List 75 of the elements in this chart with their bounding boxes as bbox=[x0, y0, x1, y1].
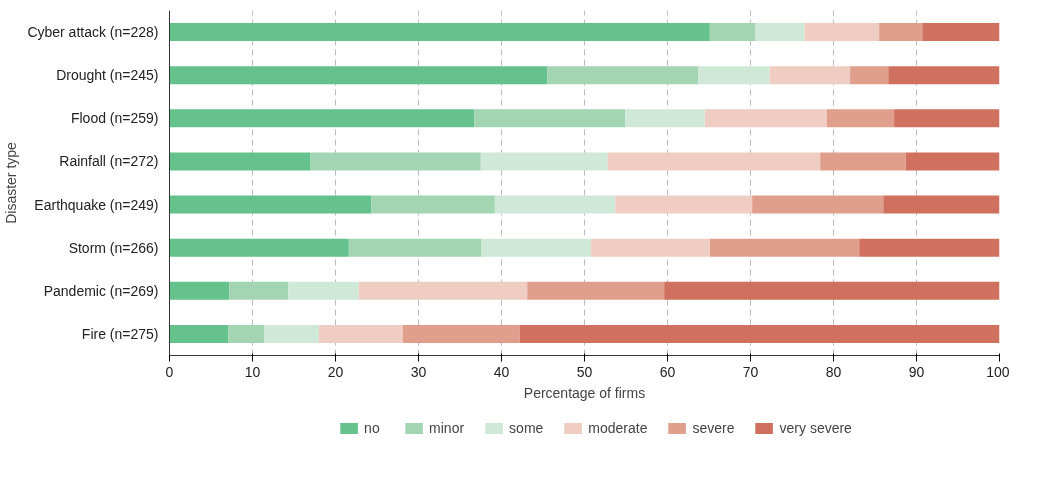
legend-label: very severe bbox=[779, 420, 852, 436]
legend-label: moderate bbox=[588, 420, 648, 436]
bar bbox=[527, 281, 665, 300]
x-axis-title: Percentage of firms bbox=[523, 384, 646, 401]
bar bbox=[709, 238, 860, 257]
bar bbox=[371, 195, 495, 214]
x-tick-label: 80 bbox=[825, 363, 842, 380]
bar bbox=[769, 66, 851, 85]
y-tick-label: Pandemic (n=269) bbox=[43, 282, 159, 299]
bar bbox=[755, 23, 805, 42]
bar bbox=[752, 195, 884, 214]
x-tick-label: 0 bbox=[165, 363, 174, 380]
bar bbox=[826, 109, 895, 128]
x-tick-label: 50 bbox=[576, 363, 593, 380]
x-tick-label: 60 bbox=[659, 363, 676, 380]
x-tick-label: 90 bbox=[908, 363, 925, 380]
legend-label: some bbox=[509, 420, 544, 436]
bar bbox=[288, 281, 359, 300]
bar bbox=[264, 324, 319, 343]
x-tick-label: 100 bbox=[986, 363, 1010, 380]
bar bbox=[229, 281, 289, 300]
legend-label: no bbox=[364, 420, 381, 436]
bar bbox=[358, 281, 528, 300]
bar bbox=[922, 23, 1000, 42]
x-tick-label: 30 bbox=[410, 363, 427, 380]
bar bbox=[169, 281, 230, 300]
y-tick-label: Rainfall (n=272) bbox=[59, 153, 159, 170]
y-tick-label: Fire (n=275) bbox=[81, 325, 159, 342]
bar bbox=[894, 109, 1000, 128]
bar bbox=[169, 324, 229, 343]
bar bbox=[494, 195, 616, 214]
bar bbox=[883, 195, 1000, 214]
y-tick-label: Storm (n=266) bbox=[68, 239, 159, 256]
bar bbox=[704, 109, 827, 128]
bar bbox=[474, 109, 626, 128]
bar bbox=[318, 324, 403, 343]
x-tick-label: 10 bbox=[244, 363, 261, 380]
bar bbox=[402, 324, 520, 343]
bar bbox=[698, 66, 770, 85]
legend-label: minor bbox=[429, 420, 465, 436]
bar bbox=[820, 152, 906, 171]
bar bbox=[804, 23, 880, 42]
bar bbox=[879, 23, 923, 42]
bar bbox=[615, 195, 753, 214]
bar bbox=[859, 238, 1000, 257]
bar bbox=[169, 23, 710, 42]
bar bbox=[169, 238, 349, 257]
bar bbox=[169, 66, 548, 85]
bar bbox=[348, 238, 482, 257]
bar bbox=[519, 324, 1000, 343]
bar bbox=[310, 152, 481, 171]
legend-label: severe bbox=[692, 420, 735, 436]
bar bbox=[481, 238, 592, 257]
y-tick-label: Cyber attack (n=228) bbox=[27, 24, 159, 41]
bar bbox=[169, 109, 475, 128]
y-tick-label: Drought (n=245) bbox=[56, 67, 159, 84]
y-tick-label: Earthquake (n=249) bbox=[34, 196, 159, 213]
x-tick-label: 40 bbox=[493, 363, 510, 380]
x-tick-label: 70 bbox=[742, 363, 759, 380]
bar bbox=[169, 152, 311, 171]
y-axis-title: Disaster type bbox=[3, 141, 20, 224]
bar bbox=[625, 109, 705, 128]
bar bbox=[905, 152, 1000, 171]
bar bbox=[709, 23, 756, 42]
bar bbox=[607, 152, 821, 171]
bar bbox=[228, 324, 265, 343]
bar bbox=[480, 152, 608, 171]
bar bbox=[850, 66, 889, 85]
y-tick-label: Flood (n=259) bbox=[70, 110, 159, 127]
bar bbox=[547, 66, 699, 85]
bar bbox=[169, 195, 372, 214]
bar bbox=[664, 281, 1000, 300]
x-tick-label: 20 bbox=[327, 363, 344, 380]
bar bbox=[888, 66, 1000, 85]
bar bbox=[591, 238, 710, 257]
